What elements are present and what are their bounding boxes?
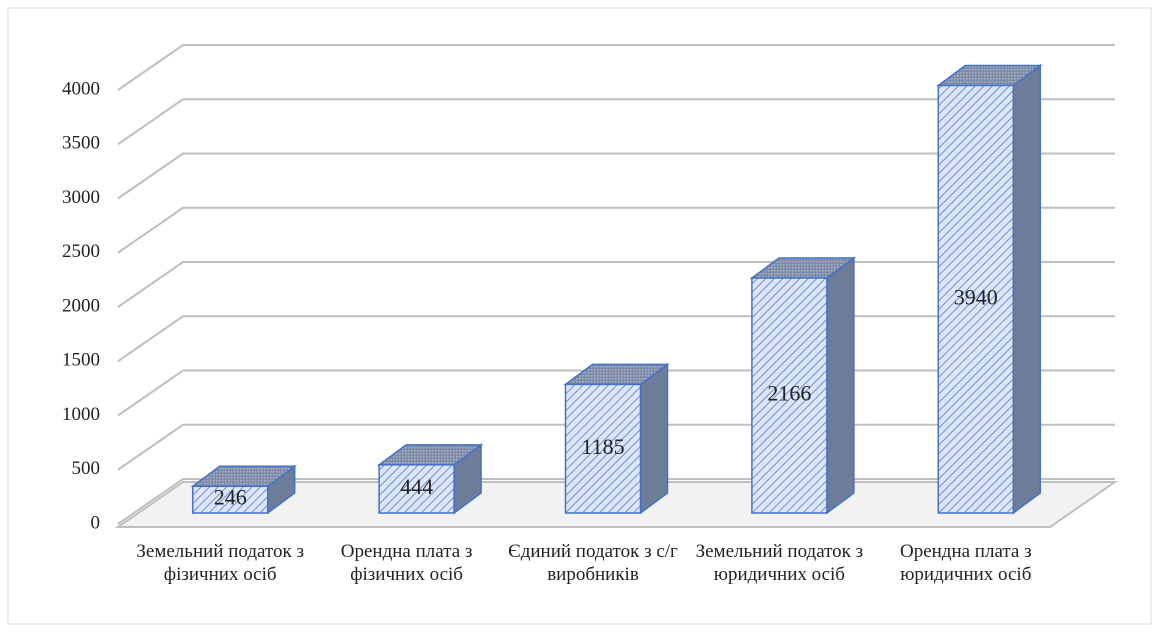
y-tick-label: 2500	[62, 241, 100, 262]
grid-line	[117, 152, 1115, 200]
value-label: 444	[400, 474, 433, 499]
bar	[191, 485, 269, 514]
x-tick-label: Єдиний податок з с/г виробників	[508, 541, 678, 585]
grid-line	[117, 98, 1115, 146]
y-tick-label: 4000	[62, 78, 100, 99]
value-label: 2166	[767, 381, 811, 406]
bar	[751, 277, 828, 514]
frame	[7, 7, 1152, 625]
value-label: 246	[214, 485, 247, 510]
bar-side	[639, 362, 669, 515]
y-tick-label: 2000	[62, 295, 100, 316]
y-tick-label: 3000	[62, 187, 100, 208]
bar	[378, 464, 455, 514]
bar	[564, 383, 642, 514]
bar-side	[826, 256, 855, 515]
x-tick-label: Орендна плата з юридичних осіб	[899, 541, 1032, 585]
grid-line	[117, 44, 1115, 91]
x-tick-label: Земельний податок з юридичних осіб	[695, 541, 864, 585]
x-tick-label: Земельний податок з фізичних осіб	[136, 541, 304, 585]
bar-side	[1012, 64, 1042, 515]
x-tick-label: Орендна плата з фізичних осіб	[340, 541, 473, 585]
y-tick-label: 1000	[62, 404, 100, 425]
bar	[937, 84, 1015, 514]
y-tick-label: 0	[91, 512, 101, 533]
y-tick-label: 500	[72, 458, 101, 479]
value-label: 3940	[954, 284, 998, 309]
y-tick-label: 1500	[62, 350, 100, 371]
grid-line	[117, 206, 1115, 254]
y-tick-label: 3500	[62, 133, 100, 154]
value-label: 1185	[581, 434, 624, 459]
